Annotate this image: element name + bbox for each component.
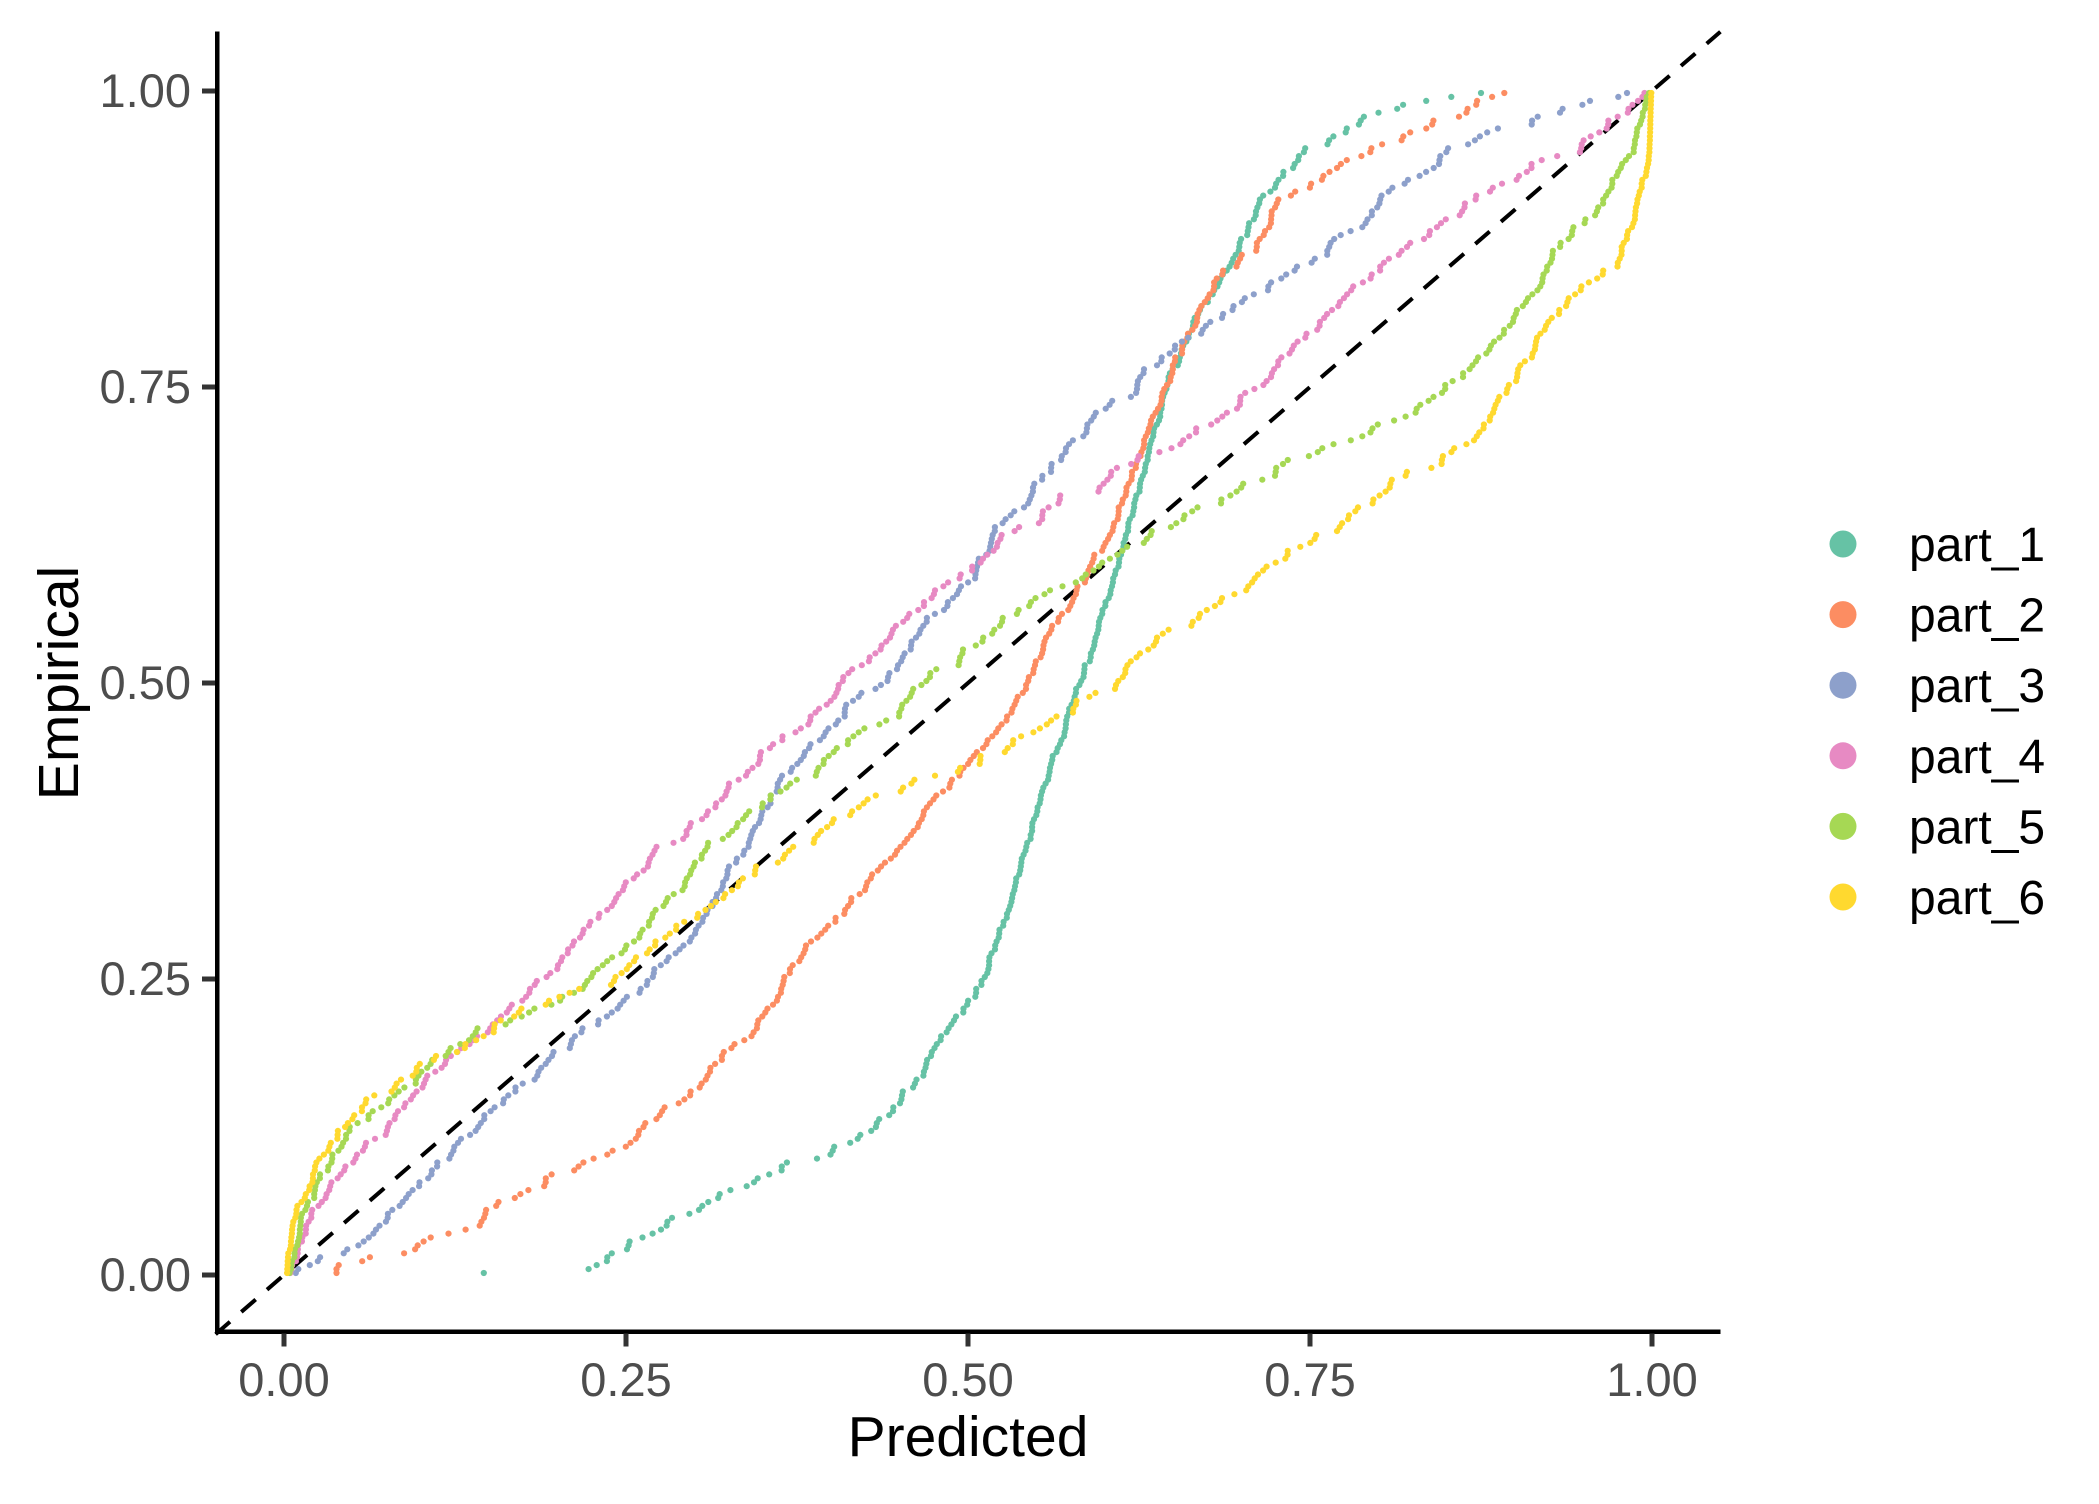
svg-text:1.00: 1.00 [100,64,191,117]
svg-text:1.00: 1.00 [1606,1353,1697,1406]
svg-text:0.00: 0.00 [100,1248,191,1301]
svg-text:0.75: 0.75 [100,360,191,413]
svg-text:0.50: 0.50 [922,1353,1013,1406]
svg-text:part_3: part_3 [1909,660,2045,713]
svg-text:part_4: part_4 [1909,731,2045,784]
svg-text:0.75: 0.75 [1264,1353,1355,1406]
svg-text:Predicted: Predicted [848,1405,1089,1469]
svg-text:part_1: part_1 [1909,519,2045,572]
svg-text:Empirical: Empirical [27,566,91,800]
svg-text:0.50: 0.50 [100,656,191,709]
svg-text:0.25: 0.25 [100,952,191,1005]
svg-text:part_5: part_5 [1909,801,2045,854]
svg-text:part_2: part_2 [1909,590,2045,643]
svg-text:part_6: part_6 [1909,872,2045,925]
svg-text:0.25: 0.25 [580,1353,671,1406]
svg-text:0.00: 0.00 [238,1353,329,1406]
